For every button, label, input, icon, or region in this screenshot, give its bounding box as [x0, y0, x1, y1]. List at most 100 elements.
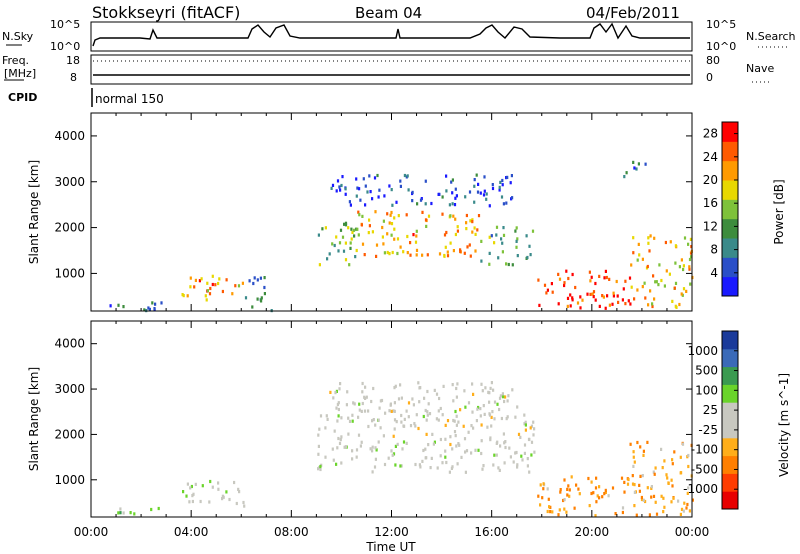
power-cell	[381, 235, 384, 239]
power-cell	[643, 281, 646, 285]
power-cell	[592, 290, 596, 294]
power-cell	[424, 218, 428, 222]
velocity-cell	[665, 473, 668, 477]
velocity-cell	[357, 433, 361, 437]
power-cell	[498, 185, 501, 189]
power-cell	[653, 236, 656, 240]
power-cell	[506, 175, 509, 179]
power-cell	[399, 184, 402, 188]
power-cell	[181, 293, 184, 297]
velocity-cell	[504, 395, 507, 399]
velocity-cell	[671, 462, 674, 466]
velocity-cell	[640, 495, 643, 500]
velocity-cell	[500, 416, 503, 421]
power-colorbar-tick-label: 16	[703, 196, 718, 210]
velocity-cell	[417, 426, 420, 431]
velocity-cell	[352, 401, 355, 405]
velocity-cell	[573, 506, 576, 510]
power-cell	[571, 298, 574, 302]
velocity-cell	[361, 390, 364, 394]
velocity-cell	[501, 392, 504, 396]
velocity-cell	[431, 432, 434, 436]
velocity-cell	[493, 417, 496, 421]
power-cell	[391, 203, 394, 207]
velocity-cell	[530, 440, 534, 444]
velocity-cell	[526, 464, 529, 468]
power-cell	[456, 229, 459, 233]
velocity-cell	[373, 465, 377, 469]
velocity-cell	[682, 509, 685, 513]
velocity-cell	[470, 424, 473, 428]
power-cell	[471, 220, 474, 224]
velocity-cell	[480, 382, 483, 386]
power-cell	[603, 276, 606, 280]
power-cell	[260, 296, 263, 300]
velocity-cell	[652, 470, 655, 474]
freq-tick-bottom: 8	[70, 71, 77, 84]
velocity-colorbar-swatch	[722, 331, 738, 350]
velocity-cell	[453, 419, 456, 423]
velocity-cell	[393, 427, 396, 431]
velocity-cell	[455, 414, 458, 418]
power-cell	[344, 221, 348, 225]
power-cell	[674, 261, 677, 265]
power-cell	[637, 242, 640, 246]
velocity-cell	[503, 441, 506, 445]
power-cell	[537, 278, 540, 282]
velocity-cell	[390, 409, 393, 413]
velocity-cell	[358, 402, 361, 406]
power-cell	[648, 249, 651, 253]
power-cell	[338, 185, 341, 189]
power-cell	[636, 258, 639, 262]
velocity-cell	[679, 512, 682, 516]
velocity-cell	[150, 507, 153, 512]
velocity-cell	[351, 457, 354, 461]
velocity-cell	[687, 486, 690, 490]
power-cell	[361, 214, 364, 218]
power-cell	[473, 178, 476, 182]
power-cell	[335, 189, 338, 193]
power-cell	[483, 189, 486, 193]
velocity-cell	[387, 456, 390, 460]
power-cell	[526, 255, 529, 260]
power-cell	[653, 297, 656, 301]
velocity-cell	[488, 413, 492, 417]
velocity-cell	[228, 497, 231, 502]
y-tick-label: 4000	[54, 129, 85, 143]
power-cell	[505, 201, 508, 205]
velocity-cell	[364, 385, 367, 389]
velocity-cell	[459, 408, 462, 412]
power-cell	[571, 296, 574, 300]
velocity-cell	[375, 448, 378, 452]
power-cell	[378, 188, 381, 192]
power-cell	[566, 304, 569, 308]
power-cell	[154, 302, 157, 306]
x-tick-label: 08:00	[274, 525, 309, 539]
power-cell	[635, 167, 638, 171]
power-cell	[349, 246, 352, 250]
velocity-cell	[389, 403, 392, 407]
power-cell	[396, 237, 400, 241]
velocity-cell	[401, 447, 404, 451]
power-cell	[200, 277, 203, 281]
velocity-cell	[345, 403, 348, 407]
power-cell	[341, 175, 344, 179]
velocity-cell	[427, 443, 430, 447]
velocity-cell	[463, 437, 467, 441]
power-colorbar-tick-label: 4	[710, 266, 718, 280]
velocity-cell	[157, 506, 160, 511]
nave-tick-top: 80	[706, 54, 720, 67]
velocity-cell	[351, 419, 354, 423]
velocity-cell	[361, 381, 364, 386]
power-cell	[502, 233, 506, 237]
velocity-cell	[488, 400, 491, 404]
velocity-cell	[604, 488, 607, 492]
velocity-cell	[435, 392, 439, 396]
power-cell	[347, 226, 350, 230]
power-cell	[151, 301, 154, 305]
power-cell	[680, 258, 683, 262]
power-cell	[143, 308, 146, 312]
power-cell	[501, 250, 504, 254]
velocity-cell	[671, 458, 674, 462]
power-cell	[153, 307, 156, 311]
